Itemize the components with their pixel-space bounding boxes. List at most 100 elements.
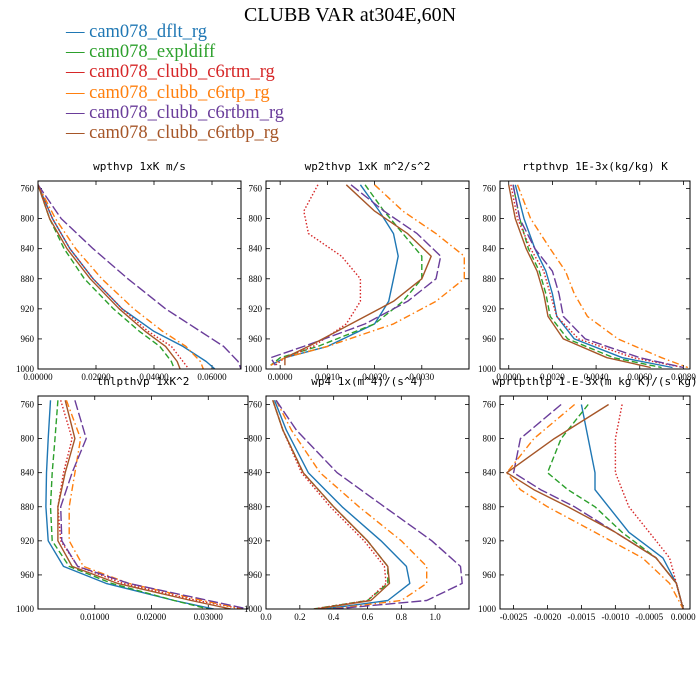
panel-5-frame — [265, 395, 470, 610]
panel-4-ytick-label: 920 — [21, 536, 35, 546]
panel-1-frame — [37, 180, 242, 370]
panel-4-series-6-line — [57, 400, 232, 609]
panel-5-ytick-label: 1000 — [244, 604, 263, 614]
panel-6-ytick-label: 1000 — [478, 604, 497, 614]
panel-1-ytick-label: 1000 — [16, 364, 35, 374]
panel-1-ytick-label: 760 — [21, 184, 35, 194]
panel-5-title: wp4 1x(m^4)/(s^4) — [311, 375, 424, 388]
panel-2-xtick-label: 0.0030 — [409, 372, 434, 382]
panel-4-frame — [37, 395, 249, 610]
panel-5-series-5-line — [275, 399, 463, 609]
panel-2-xtick-label: 0.0000 — [268, 372, 293, 382]
panel-2-ytick-label: 1000 — [244, 364, 263, 374]
panel-1-xtick-label: 0.00000 — [23, 372, 53, 382]
panel-4-ytick-label: 760 — [21, 400, 35, 410]
panel-1-title: wpthvp 1xK m/s — [93, 160, 186, 173]
panel-6-series-4-line — [506, 403, 684, 609]
panel-2-series-6-line — [284, 184, 432, 366]
panel-6-xtick-label: -0.0015 — [568, 612, 596, 622]
panel-2-frame — [265, 180, 470, 370]
panel-3-ytick-label: 1000 — [478, 364, 497, 374]
panel-6-xtick-label: 0.0000 — [671, 612, 696, 622]
panel-6-xtick-label: -0.0010 — [601, 612, 629, 622]
legend-entry-1: — cam078_dflt_rg — [66, 22, 284, 42]
legend: — cam078_dflt_rg — cam078_expldiff — cam… — [66, 22, 284, 143]
panel-3-ytick-label: 760 — [483, 184, 497, 194]
panel-2-title: wp2thvp 1xK m^2/s^2 — [305, 160, 431, 173]
panel-2-ytick-label: 760 — [249, 184, 263, 194]
panel-1-series-6-line — [38, 184, 181, 369]
panel-5-xtick-label: 0.8 — [396, 612, 408, 622]
panel-5-series-3-line — [272, 400, 387, 609]
panel-2-series-5-line — [270, 184, 442, 366]
panel-5-ytick-label: 920 — [249, 536, 263, 546]
panel-1-xtick-label: 0.04000 — [139, 372, 169, 382]
panel-2-xtick-label: 0.0020 — [362, 372, 387, 382]
panel-3-xtick-label: 0.0040 — [584, 372, 609, 382]
panel-5-xtick-label: 0.2 — [294, 612, 305, 622]
panel-3-series-3-line — [510, 184, 684, 369]
panel-2-series-2-line — [270, 184, 423, 366]
panel-5-xtick-label: 0.4 — [328, 612, 340, 622]
panel-4-ytick-label: 840 — [21, 468, 35, 478]
panel-4-ytick-label: 960 — [21, 570, 35, 580]
legend-label-3: cam078_clubb_c6rtm_rg — [89, 62, 275, 83]
panel-1-series-5-line — [38, 184, 241, 369]
legend-entry-5: — cam078_clubb_c6rtbm_rg — [66, 103, 284, 123]
panel-5-series-1-line — [273, 400, 411, 609]
panel-5-ytick-label: 960 — [249, 570, 263, 580]
panel-4-series-5-line — [60, 400, 248, 609]
legend-swatch-2: — — [66, 42, 90, 63]
panel-3-xtick-label: 0.0020 — [540, 372, 565, 382]
panel-6-frame — [499, 395, 691, 610]
panel-6-series-6-line — [506, 403, 684, 609]
panel-6-series-2-line — [546, 404, 684, 609]
legend-label-1: cam078_dflt_rg — [89, 22, 207, 42]
panel-3-series-4-line — [516, 184, 689, 369]
panel-4-series-4-line — [65, 400, 243, 609]
panel-5-ytick-label: 840 — [249, 468, 263, 478]
panel-2-series-3-line — [274, 184, 362, 366]
panel-2-ytick-label: 920 — [249, 304, 263, 314]
panel-3-ytick-label: 880 — [483, 274, 497, 284]
panel-3-series-2-line — [512, 184, 662, 369]
panel-5-ytick-label: 880 — [249, 502, 263, 512]
panel-6-xtick-label: -0.0025 — [500, 612, 528, 622]
panel-2-ytick-label: 800 — [249, 214, 263, 224]
panel-3-ytick-label: 920 — [483, 304, 497, 314]
panel-3-xtick-label: 0.0080 — [671, 372, 696, 382]
panel-3-series-6-line — [508, 184, 651, 369]
legend-swatch-3: — — [66, 62, 90, 83]
panel-1-xtick-label: 0.06000 — [197, 372, 227, 382]
panel-4-series-3-line — [57, 400, 243, 609]
panel-3-series-5-line — [512, 184, 684, 369]
panel-1-series-1-line — [38, 184, 216, 369]
panel-6-xtick-label: -0.0005 — [635, 612, 663, 622]
legend-label-6: cam078_clubb_c6rtbp_rg — [89, 123, 279, 144]
legend-entry-3: — cam078_clubb_c6rtm_rg — [66, 62, 284, 82]
panel-3-xtick-label: 0.0060 — [627, 372, 652, 382]
panel-5-series-6-line — [272, 400, 391, 609]
panel-4-series-2-line — [49, 400, 209, 609]
panel-5-ytick-label: 760 — [249, 400, 263, 410]
panel-4-xtick-label: 0.02000 — [137, 612, 167, 622]
panel-5-xtick-label: 0.0 — [260, 612, 272, 622]
panel-1-ytick-label: 800 — [21, 214, 35, 224]
panel-2-ytick-label: 840 — [249, 244, 263, 254]
panel-6-ytick-label: 800 — [483, 434, 497, 444]
panel-6-title: wprtpthlp 1-E-3x(m kg K)/(s kg) — [492, 375, 697, 388]
panel-3-title: rtpthvp 1E-3x(kg/kg) K — [522, 160, 668, 173]
panel-4-series-1-line — [45, 400, 215, 609]
panel-3-ytick-label: 960 — [483, 334, 497, 344]
panel-6-series-1-line — [580, 404, 684, 609]
panel-6-ytick-label: 920 — [483, 536, 497, 546]
legend-swatch-1: — — [66, 22, 90, 42]
legend-label-2: cam078_expldiff — [89, 42, 216, 63]
panel-5-series-4-line — [275, 399, 428, 609]
panel-4-ytick-label: 880 — [21, 502, 35, 512]
legend-entry-4: — cam078_clubb_c6rtp_rg — [66, 83, 284, 103]
panel-2-xtick-label: 0.0010 — [315, 372, 340, 382]
panel-1-series-3-line — [38, 184, 190, 369]
panel-3-xtick-label: 0.0000 — [496, 372, 521, 382]
